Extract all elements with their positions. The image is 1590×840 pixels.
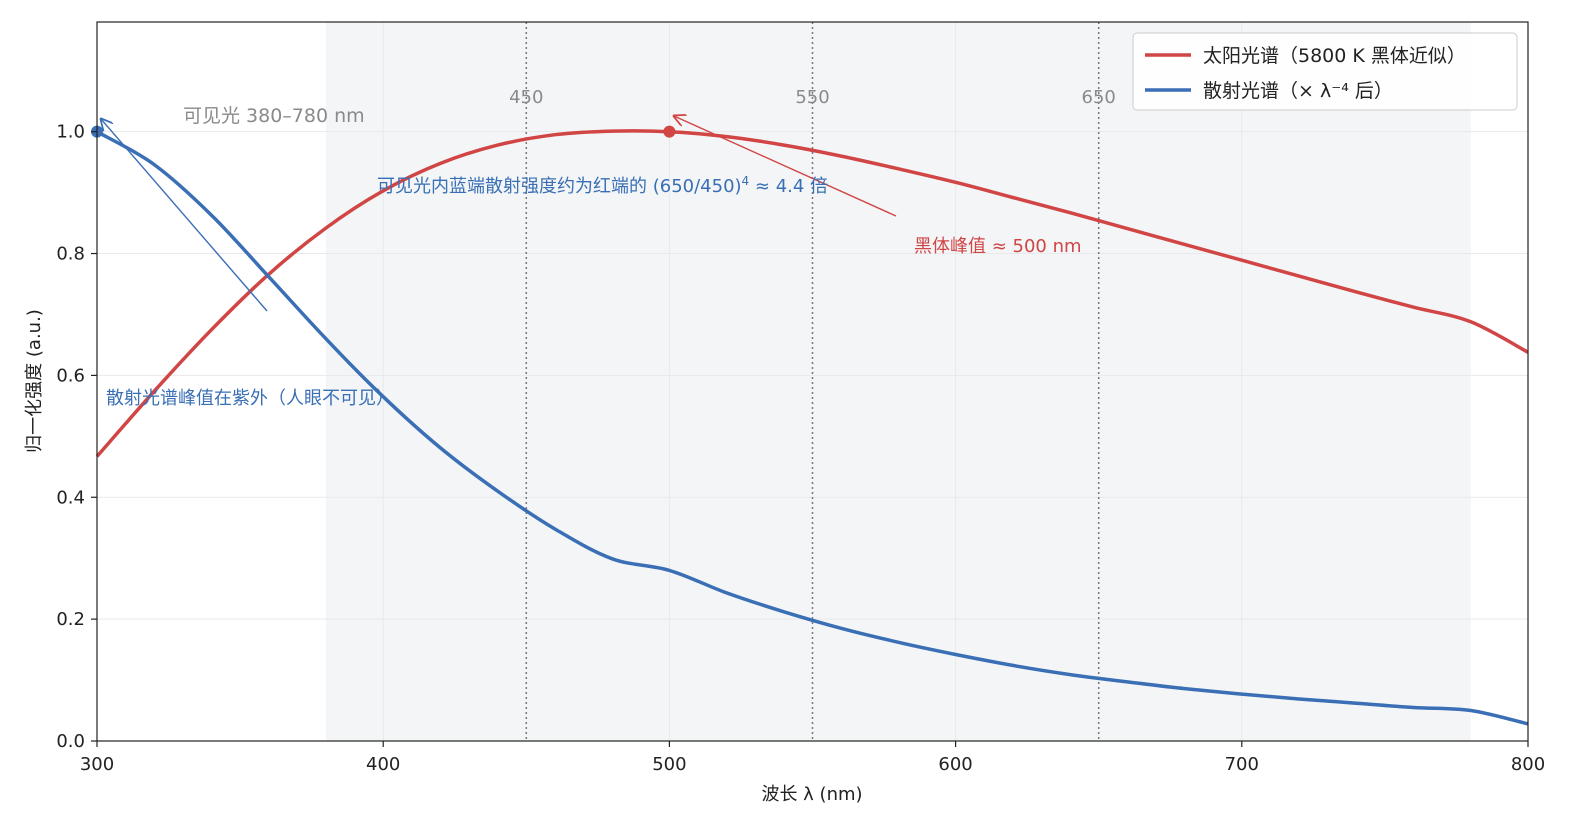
scattered-spectrum-line xyxy=(96,130,1529,726)
y-tick-label: 0.6 xyxy=(56,365,85,386)
y-tick-label: 0.2 xyxy=(56,609,85,630)
reference-label-450: 450 xyxy=(509,87,543,108)
x-tick-label: 500 xyxy=(652,754,686,775)
ratio-prefix: 可见光内蓝端散射强度约为红端的 (650/450) xyxy=(377,176,742,197)
scatter-peak-annotation: 散射光谱峰值在紫外（人眼不可见） xyxy=(106,388,394,409)
legend-label-solar: 太阳光谱（5800 K 黑体近似） xyxy=(1203,45,1466,67)
y-tick-label: 1.0 xyxy=(56,122,85,143)
peak-annotation: 黑体峰值 ≈ 500 nm xyxy=(914,236,1082,257)
ratio-suffix: ≈ 4.4 倍 xyxy=(749,176,828,197)
reference-label-650: 650 xyxy=(1082,87,1116,108)
solar-spectrum-line xyxy=(95,129,1529,458)
x-tick-label: 700 xyxy=(1225,754,1259,775)
y-tick-label: 0.0 xyxy=(56,731,85,752)
y-axis-label: 归一化强度 (a.u.) xyxy=(24,309,45,453)
x-tick-label: 300 xyxy=(80,754,114,775)
scatter-peak-arrow xyxy=(101,119,268,312)
visible-band-label: 可见光 380–780 nm xyxy=(183,105,365,127)
y-tick-label: 0.4 xyxy=(56,487,85,508)
reference-label-550: 550 xyxy=(795,87,829,108)
legend-box xyxy=(1132,32,1518,111)
plot-frame xyxy=(96,21,1529,742)
peak-arrow xyxy=(674,116,897,217)
x-axis-label: 波长 λ (nm) xyxy=(761,784,862,805)
y-tick-label: 0.8 xyxy=(56,244,85,265)
x-tick-label: 400 xyxy=(366,754,400,775)
reference-lines: 450 550 650 xyxy=(509,22,1116,741)
legend: 太阳光谱（5800 K 黑体近似） 散射光谱（× λ⁻⁴ 后） xyxy=(1132,32,1518,111)
legend-label-scatter: 散射光谱（× λ⁻⁴ 后） xyxy=(1203,80,1393,102)
x-tick-label: 800 xyxy=(1511,754,1545,775)
axis-ticks: 300 400 500 600 700 800 0.0 0.2 0.4 0.6 0.8 1.0 xyxy=(56,122,1545,775)
data-point-marker xyxy=(663,125,676,138)
series-layer xyxy=(95,129,1529,726)
ratio-exponent: 4 xyxy=(742,174,750,188)
ratio-annotation: 可见光内蓝端散射强度约为红端的 (650/450)4 ≈ 4.4 倍 xyxy=(377,174,828,197)
annotation-arrows xyxy=(101,116,897,312)
x-tick-label: 600 xyxy=(938,754,972,775)
visible-band xyxy=(325,22,1471,741)
